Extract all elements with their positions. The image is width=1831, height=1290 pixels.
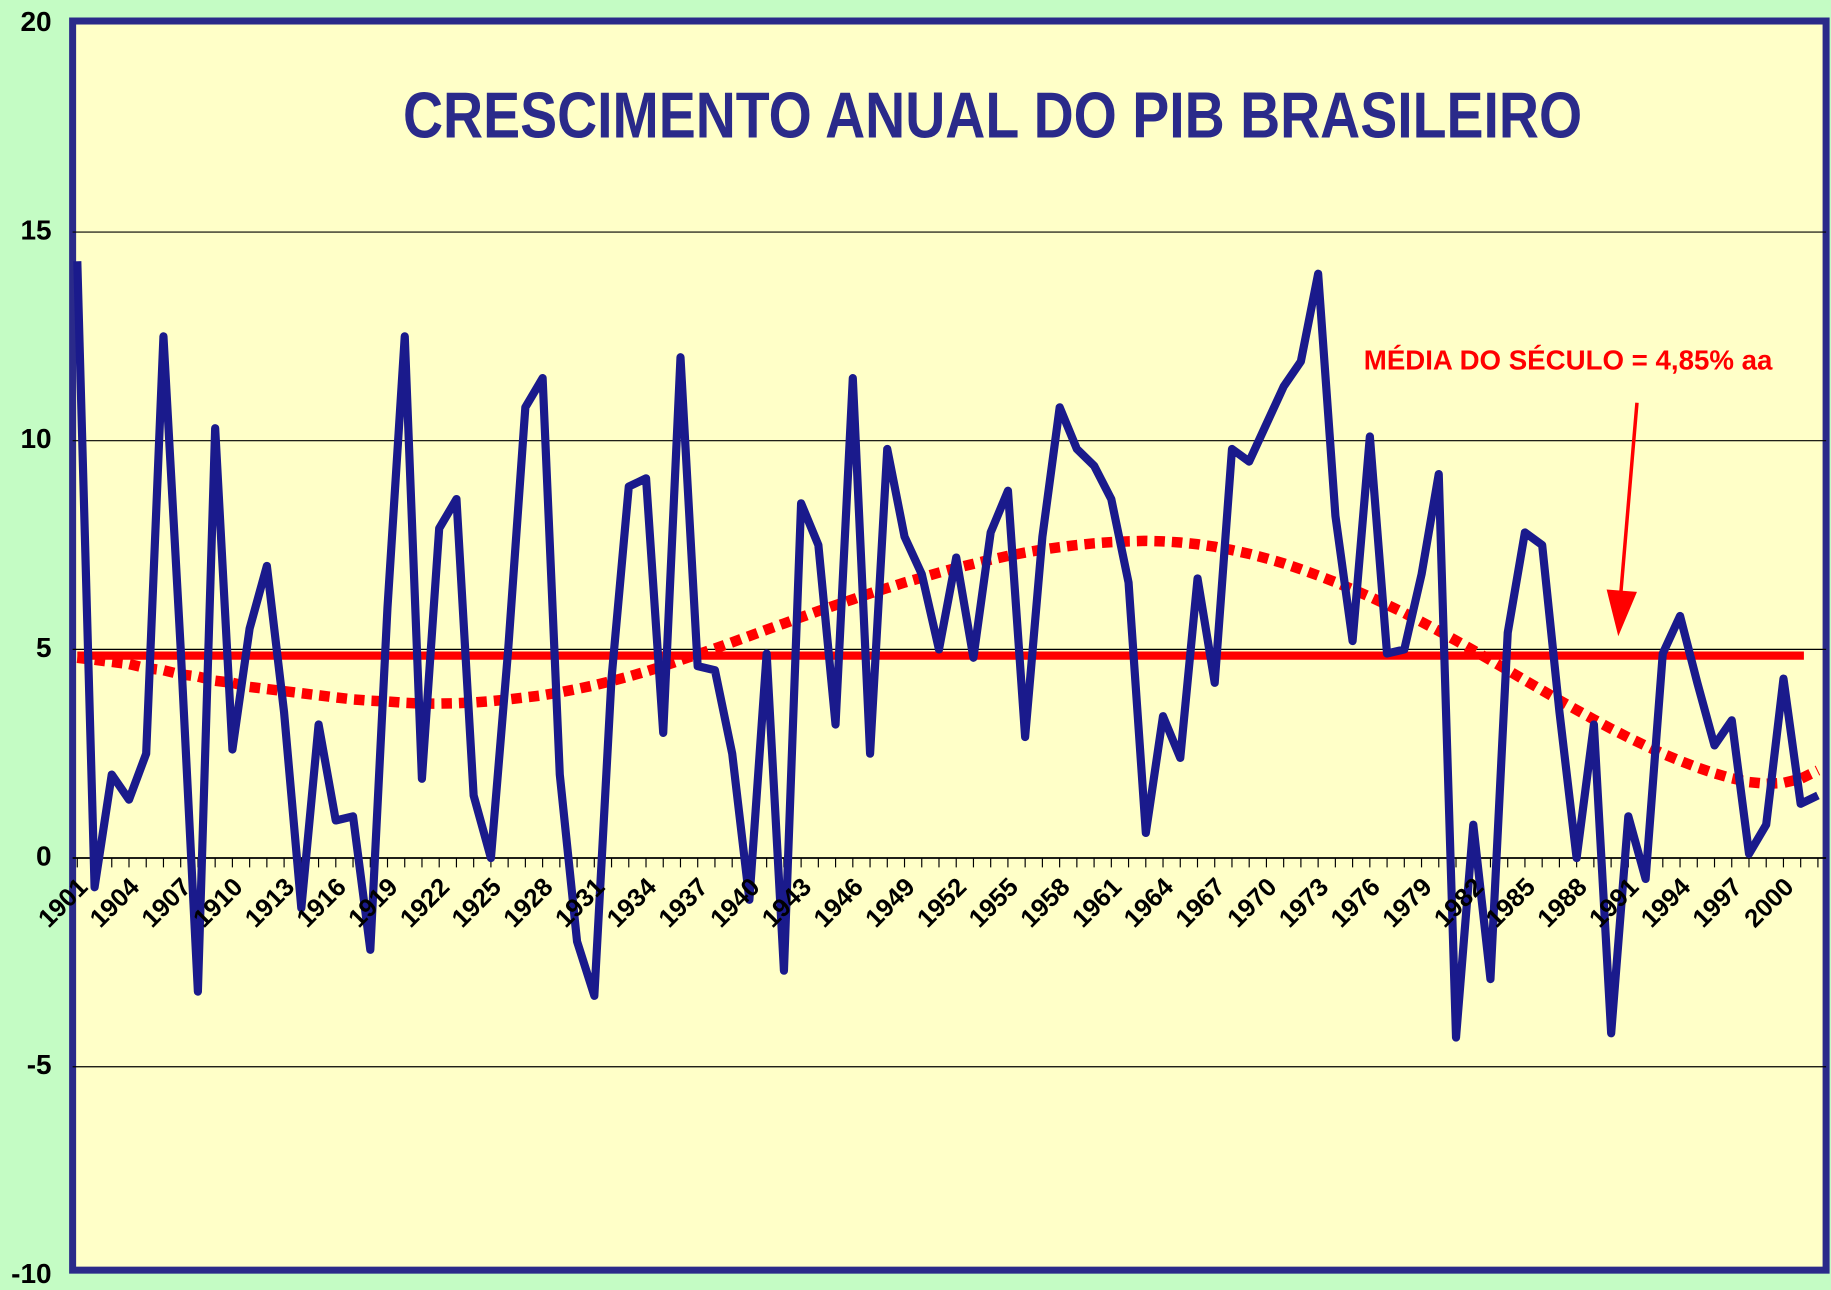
annotation-arrow [1618,402,1639,596]
y-tick-label: 15 [20,214,51,245]
y-tick-label: 5 [36,632,52,663]
annotation-arrowhead [1606,589,1637,637]
series-line [73,261,1820,1042]
marks [73,261,1821,1042]
trend-line [76,535,1821,790]
y-tick-label: 0 [36,840,52,871]
annotation: MÉDIA DO SÉCULO = 4,85% aa [1364,344,1773,375]
y-tick-label: 10 [20,423,51,454]
plot-area [69,17,1830,1274]
y-tick-label: -5 [27,1049,52,1080]
y-tick-label: -10 [11,1258,51,1289]
chart-title: CRESCIMENTO ANUAL DO PIB BRASILEIRO [403,79,1582,152]
y-tick-label: 20 [20,6,51,37]
grid [72,231,1827,1068]
